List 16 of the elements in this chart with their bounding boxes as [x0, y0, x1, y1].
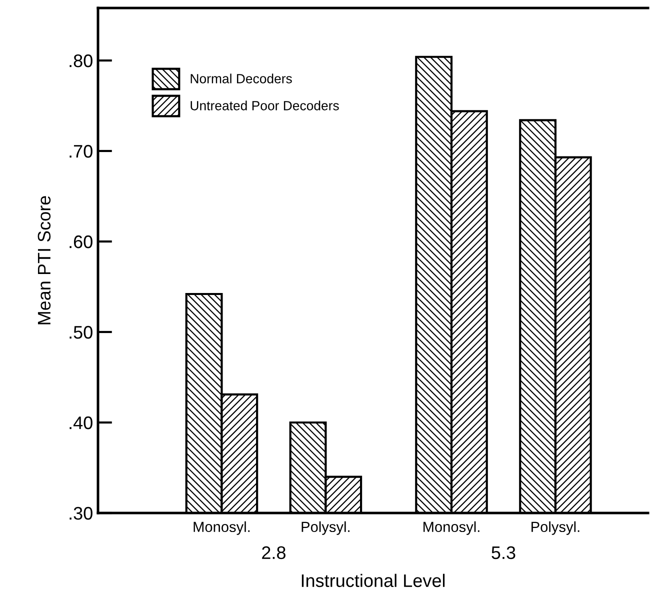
y-tick-label: .30 — [70, 506, 92, 520]
x-tick-label: Polysyl. — [532, 521, 580, 535]
y-tick-label: .60 — [70, 235, 92, 248]
x-axis-title: Instructional Level — [302, 574, 445, 588]
text: 5.3 — [492, 546, 516, 560]
y-tick-label: .40 — [70, 416, 92, 430]
text: 2.8 — [262, 546, 286, 560]
y-tick-label: .70 — [70, 144, 92, 158]
legend-label: Untreated Poor Decoders — [190, 100, 339, 110]
y-tick-label: .80 — [70, 54, 92, 68]
legend-label: Normal Decoders — [190, 74, 292, 84]
x-tick-label: Monosyl. — [194, 521, 250, 535]
y-tick-label: .50 — [70, 326, 92, 339]
x-tick-label: Polysyl. — [302, 521, 350, 535]
x-tick-label: Monosyl. — [424, 521, 480, 535]
y-axis-title: Mean PTI Score — [38, 196, 51, 324]
